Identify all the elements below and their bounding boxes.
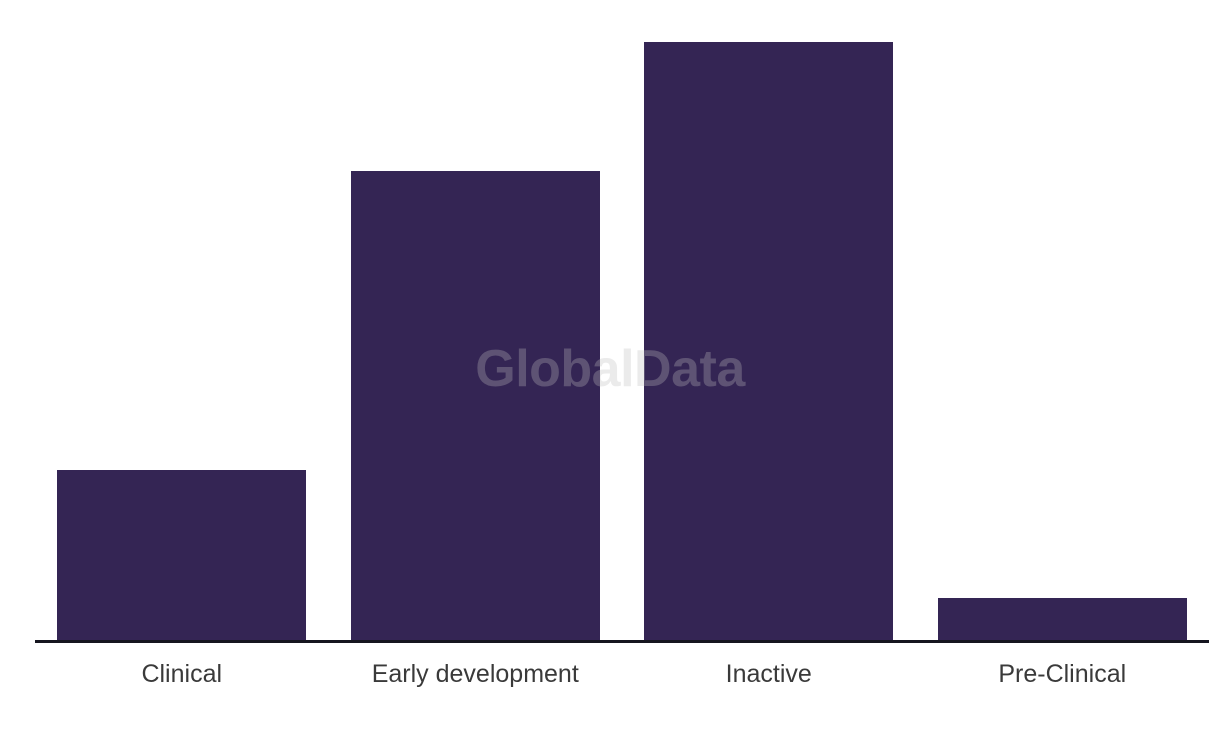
bar-slot-inactive xyxy=(622,0,916,640)
bar-pre-clinical[interactable] xyxy=(937,598,1187,640)
bar-inactive[interactable] xyxy=(644,42,894,640)
x-axis-line xyxy=(35,640,1209,643)
bar-slot-early-development xyxy=(329,0,623,640)
bar-slot-clinical xyxy=(35,0,329,640)
bar-clinical[interactable] xyxy=(57,470,307,640)
x-axis-label-early-development: Early development xyxy=(371,660,579,688)
plot-area xyxy=(35,0,1209,640)
bar-slot-pre-clinical xyxy=(916,0,1210,640)
x-axis-label-inactive: Inactive xyxy=(725,660,812,688)
x-axis-label-row: Clinical Early development Inactive Pre-Cli… xyxy=(35,659,1209,689)
bar-early-development[interactable] xyxy=(350,171,600,640)
x-axis-label-clinical: Clinical xyxy=(141,660,223,688)
x-axis-label-pre-clinical: Pre-Clinical xyxy=(998,660,1127,688)
